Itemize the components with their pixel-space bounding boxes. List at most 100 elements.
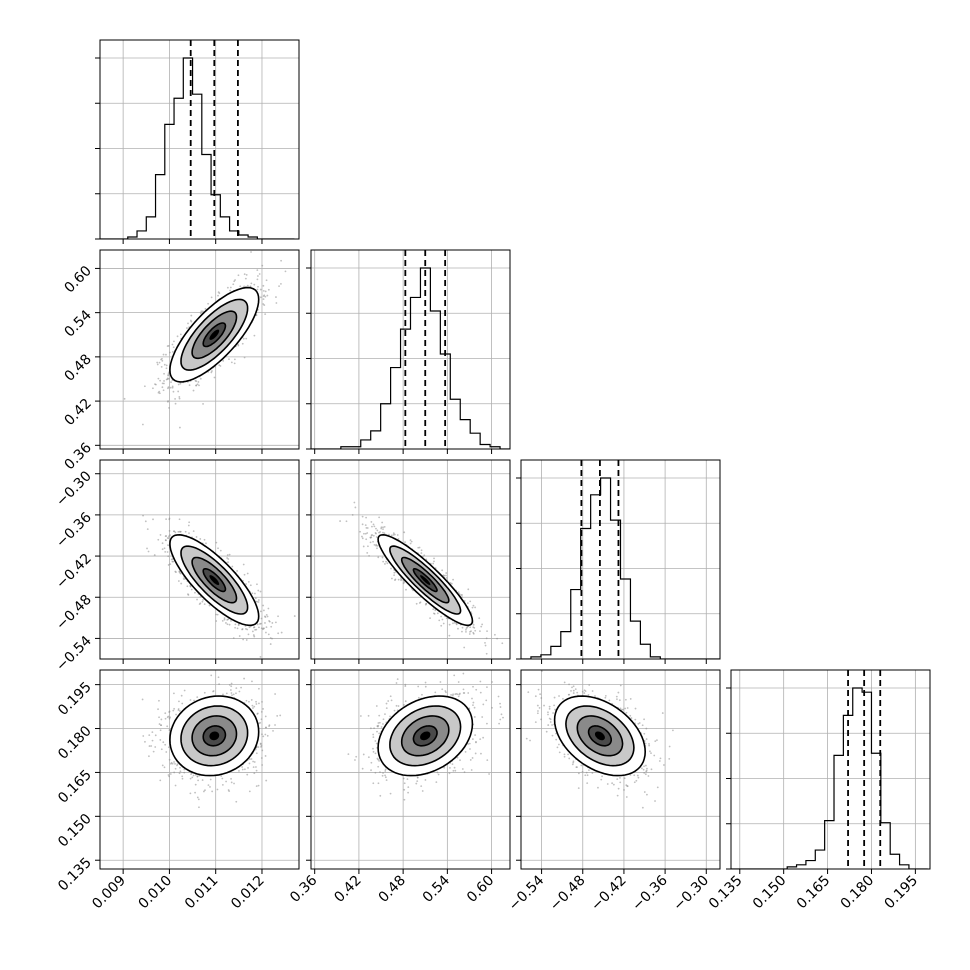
sample-point (167, 374, 170, 377)
y-tick-label: −0.54 (53, 633, 95, 675)
sample-point (166, 551, 169, 553)
sample-point (274, 693, 276, 695)
sample-point (615, 695, 618, 698)
sample-point (161, 764, 164, 767)
sample-point (177, 580, 180, 582)
sample-point (255, 752, 258, 755)
sample-point (601, 775, 603, 778)
sample-point (364, 524, 367, 526)
sample-point (151, 739, 154, 742)
sample-point (257, 275, 259, 277)
axes-frame (730, 669, 931, 870)
sample-point (540, 718, 542, 721)
sample-point (374, 771, 377, 774)
sample-point (265, 614, 268, 616)
sample-point (176, 763, 179, 766)
sample-point (293, 615, 296, 617)
sample-point (190, 314, 193, 317)
sample-point (587, 693, 590, 696)
sample-point (262, 604, 265, 607)
sample-point (179, 333, 182, 336)
sample-point (588, 769, 590, 772)
sample-point (403, 798, 406, 801)
sample-point (641, 724, 644, 727)
sample-point (255, 700, 257, 703)
sample-point (649, 750, 651, 753)
sample-point (194, 791, 196, 794)
sample-point (548, 717, 551, 720)
sample-point (157, 377, 160, 380)
sample-point (567, 693, 570, 696)
contour-line (169, 533, 260, 627)
sample-point (468, 742, 471, 745)
sample-point (173, 761, 175, 763)
sample-point (623, 777, 626, 780)
sample-point (469, 600, 472, 603)
sample-point (192, 389, 195, 392)
sample-point (168, 758, 171, 761)
sample-point (227, 561, 229, 564)
sample-point (265, 631, 267, 634)
sample-point (461, 768, 464, 770)
sample-point (165, 378, 168, 381)
sample-point (188, 384, 191, 387)
sample-point (645, 727, 648, 730)
contour-line (587, 725, 612, 747)
sample-point (276, 715, 279, 717)
sample-point (240, 686, 242, 689)
sample-point (179, 710, 181, 712)
sample-point (248, 626, 251, 629)
sample-point (547, 724, 550, 726)
sample-point (156, 361, 159, 364)
sample-point (473, 716, 476, 718)
density-layer (141, 674, 282, 809)
sample-point (444, 690, 447, 692)
sample-point (568, 683, 570, 686)
sample-point (469, 748, 471, 750)
sample-point (152, 518, 154, 521)
sample-point (381, 556, 384, 559)
sample-point (382, 526, 384, 529)
sample-point (245, 628, 247, 630)
sample-point (179, 770, 182, 773)
sample-point (267, 288, 270, 291)
sample-point (390, 699, 393, 702)
sample-point (226, 286, 229, 289)
sample-point (499, 706, 502, 708)
sample-point (157, 538, 160, 541)
sample-point (404, 685, 407, 687)
sample-point (390, 534, 393, 537)
sample-point (253, 705, 256, 708)
sample-point (174, 398, 176, 400)
sample-point (245, 337, 248, 340)
sample-point (417, 685, 420, 688)
sample-point (280, 631, 283, 634)
sample-point (540, 670, 543, 673)
sample-point (161, 386, 164, 389)
x-tick-label: −0.54 (506, 872, 548, 914)
sample-point (600, 778, 603, 781)
sample-point (183, 689, 186, 692)
axes-frame (520, 669, 721, 870)
sample-point (452, 578, 454, 581)
sample-point (158, 392, 161, 395)
sample-point (225, 622, 227, 624)
sample-point (228, 623, 231, 626)
sample-point (372, 750, 375, 753)
sample-point (633, 774, 636, 777)
sample-point (465, 627, 468, 629)
sample-point (434, 691, 437, 694)
sample-point (210, 296, 213, 299)
sample-point (172, 709, 175, 712)
sample-point (474, 606, 477, 609)
sample-point (232, 637, 235, 640)
contour-line (389, 545, 462, 615)
x-tick-label: 0.165 (794, 873, 834, 913)
sample-point (243, 768, 246, 771)
sample-point (160, 718, 163, 721)
sample-point (257, 601, 260, 603)
sample-point (210, 674, 213, 677)
sample-point (370, 761, 373, 764)
sample-point (212, 690, 214, 693)
sample-point (636, 774, 639, 777)
